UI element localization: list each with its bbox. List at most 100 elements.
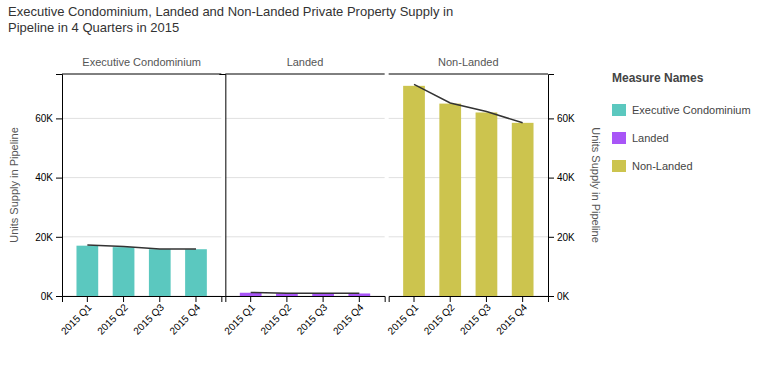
tick-mark <box>195 296 196 302</box>
tick: 2015 Q2 <box>258 296 293 337</box>
legend-label: Non-Landed <box>632 160 693 172</box>
line <box>251 292 360 294</box>
y-axis: 0K 20K 40K 60K <box>548 75 575 302</box>
line <box>414 84 523 122</box>
legend-entry: Landed <box>612 132 669 144</box>
tick: 20K <box>548 232 575 243</box>
bar <box>403 86 425 296</box>
legend-entry: Executive Condominium <box>612 104 751 116</box>
tick: 2015 Q2 <box>95 296 130 337</box>
axis-domain <box>389 297 548 303</box>
axis-title: Units Supply in Pipeline <box>590 127 602 243</box>
grid-line <box>62 177 221 178</box>
tick: 0K <box>548 291 570 302</box>
tick-mark <box>548 118 554 119</box>
tick-mark <box>56 296 62 297</box>
tick: 60K <box>35 113 62 124</box>
tick-label: 0K <box>557 291 570 302</box>
bar <box>113 247 135 296</box>
tick-label: 2015 Q2 <box>258 301 293 336</box>
tick: 20K <box>35 232 62 243</box>
bar-series <box>403 86 533 296</box>
tick: 2015 Q4 <box>331 296 366 337</box>
panel: 2015 Q12015 Q22015 Q32015 Q4 Landed <box>219 56 385 337</box>
tick-mark <box>159 296 160 302</box>
tick-label: 60K <box>35 113 53 124</box>
tick-mark <box>450 296 451 302</box>
legend-title: Measure Names <box>612 71 704 85</box>
tick: 2015 Q1 <box>59 296 94 337</box>
plot-area <box>240 292 370 296</box>
tick-label: 2015 Q3 <box>295 301 330 336</box>
panel-title: Landed <box>287 56 324 68</box>
axis-domain <box>226 297 385 303</box>
tick: 2015 Q3 <box>458 296 493 337</box>
line <box>87 245 196 249</box>
title: Executive Condominium, Landed and Non-La… <box>8 4 453 19</box>
panel-title: Executive Condominium <box>82 56 201 68</box>
tick-mark <box>87 296 88 302</box>
bar <box>512 123 534 296</box>
y-axis: 0K 20K 40K 60K <box>35 75 62 302</box>
tick-mark <box>323 296 324 302</box>
legend-label: Landed <box>632 132 669 144</box>
tick: 2015 Q1 <box>222 296 257 337</box>
tick-label: 2015 Q1 <box>385 301 420 336</box>
tick-label: 2015 Q4 <box>167 301 202 336</box>
x-axis: 2015 Q12015 Q22015 Q32015 Q4 <box>385 296 548 337</box>
panel: 2015 Q12015 Q22015 Q32015 Q4 0K 20K 40K 60K U… <box>8 56 222 337</box>
plot-area <box>403 84 533 296</box>
bar <box>439 104 461 296</box>
grid <box>225 118 384 296</box>
tick-label: 20K <box>557 232 575 243</box>
legend-swatch <box>612 104 626 116</box>
y-axis <box>219 75 226 297</box>
tick-mark <box>286 296 287 302</box>
frame-top <box>225 74 384 75</box>
tick-mark <box>250 296 251 302</box>
tick: 2015 Q4 <box>167 296 202 337</box>
tick-label: 2015 Q1 <box>222 301 257 336</box>
axis-domain <box>63 297 222 303</box>
legend-swatch <box>612 132 626 144</box>
tick-mark <box>548 237 554 238</box>
axis-domain <box>219 75 226 297</box>
legend-swatch <box>612 160 626 172</box>
axis-title: Units Supply in Pipeline <box>8 127 20 243</box>
tick: 60K <box>548 113 575 124</box>
tick-label: 2015 Q1 <box>59 301 94 336</box>
tick-label: 2015 Q4 <box>494 301 529 336</box>
tick: 2015 Q3 <box>131 296 166 337</box>
tick-label: 2015 Q2 <box>95 301 130 336</box>
grid-line <box>225 236 384 237</box>
tick-mark <box>414 296 415 302</box>
bar-series <box>76 246 206 296</box>
panel: 2015 Q12015 Q22015 Q32015 Q4 0K 20K 40K 60K U… <box>385 56 602 337</box>
x-axis: 2015 Q12015 Q22015 Q32015 Q4 <box>59 296 222 337</box>
tick: 2015 Q4 <box>494 296 529 337</box>
tick-mark <box>56 118 62 119</box>
tick-mark <box>548 178 554 179</box>
tick-label: 2015 Q3 <box>458 301 493 336</box>
plot-area <box>76 245 206 296</box>
legend-label: Executive Condominium <box>632 104 751 116</box>
tick-mark <box>56 237 62 238</box>
tick: 40K <box>35 172 62 183</box>
tick-label: 0K <box>41 291 54 302</box>
tick: 40K <box>548 172 575 183</box>
frame-top <box>62 74 221 75</box>
grid <box>62 118 221 296</box>
bar <box>76 246 98 296</box>
tick: 2015 Q1 <box>385 296 420 337</box>
tick-mark <box>522 296 523 302</box>
grid-line <box>62 236 221 237</box>
legend: Measure Names Executive Condominium Landed… <box>612 71 751 172</box>
axis-domain <box>56 75 63 297</box>
tick-mark <box>56 178 62 179</box>
grid-line <box>62 118 221 119</box>
grid-line <box>225 177 384 178</box>
tick-mark <box>359 296 360 302</box>
panel-title: Non-Landed <box>438 56 499 68</box>
bar <box>476 112 498 296</box>
tick: 2015 Q2 <box>422 296 457 337</box>
